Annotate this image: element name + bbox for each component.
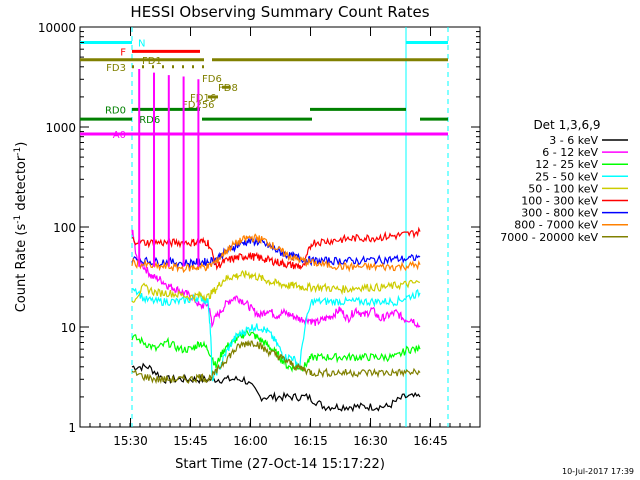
x-tick-label: 15:45 — [173, 434, 208, 448]
y-tick-label: 10000 — [38, 21, 76, 35]
y-axis-label-sup1: -1 — [13, 215, 23, 224]
x-tick-label: 16:00 — [233, 434, 268, 448]
legend-label-1: 6 - 12 keV — [542, 146, 598, 159]
y-tick-label: 100 — [53, 221, 76, 235]
legend-title: Det 1,3,6,9 — [533, 118, 600, 132]
legend-label-7: 800 - 7000 keV — [514, 219, 598, 232]
x-tick-label: 15:30 — [113, 434, 148, 448]
legend-label-4: 50 - 100 keV — [528, 182, 598, 195]
state-label-f: F — [120, 47, 126, 58]
series-line-4 — [131, 269, 421, 304]
legend-label-5: 100 - 300 keV — [521, 195, 598, 208]
legend-label-2: 12 - 25 keV — [535, 158, 598, 171]
series-line-3 — [131, 287, 421, 382]
y-axis-label-end: ) — [14, 142, 29, 147]
state-label-fd8: FD8 — [218, 83, 238, 94]
state-label-fd3: FD3 — [106, 63, 126, 74]
footer-date: 10-Jul-2017 17:39 — [562, 467, 634, 476]
y-axis: 1 10 100 1000 10000 — [38, 21, 480, 435]
chart-title: HESSI Observing Summary Count Rates — [130, 3, 429, 21]
x-axis: 15:30 15:45 16:00 16:15 16:30 16:45 — [79, 27, 481, 448]
series-line-6 — [131, 236, 421, 269]
state-label-a0: A0 — [113, 130, 126, 141]
state-bars: NFFD1FD3FD6FD8FD16FD256RD0RD6A0 — [80, 38, 448, 141]
series-line-1 — [131, 229, 421, 329]
y-tick-label: 10 — [61, 321, 76, 335]
y-tick-label: 1000 — [45, 121, 76, 135]
series-line-7 — [131, 233, 421, 274]
legend-label-6: 300 - 800 keV — [521, 207, 598, 220]
state-label-fd6: FD6 — [202, 74, 222, 85]
state-label-fd16: FD16 — [190, 93, 216, 104]
y-axis-label-sup2: -1 — [13, 147, 23, 156]
y-axis-label-mid: detector — [14, 155, 29, 215]
y-tick-label: 1 — [68, 421, 76, 435]
x-tick-label: 16:45 — [413, 434, 448, 448]
series-line-2 — [131, 327, 421, 373]
series-line-8 — [131, 339, 421, 385]
y-axis-label-main: Count Rate (s — [14, 224, 29, 313]
x-tick-label: 16:15 — [293, 434, 328, 448]
legend-label-3: 25 - 50 keV — [535, 170, 598, 183]
x-tick-label: 16:30 — [353, 434, 388, 448]
state-label-rd6: RD6 — [139, 115, 160, 126]
series-line-0 — [131, 362, 421, 413]
series-layer — [131, 226, 421, 413]
series-line-5 — [131, 226, 421, 271]
spike-layer — [138, 69, 200, 267]
legend-label-8: 7000 - 20000 keV — [500, 231, 598, 244]
state-label-rd0: RD0 — [105, 105, 126, 116]
state-label-n: N — [138, 38, 145, 49]
legend-label-0: 3 - 6 keV — [549, 134, 598, 147]
x-axis-label: Start Time (27-Oct-14 15:17:22) — [175, 457, 385, 472]
instrument-state-markers — [131, 27, 449, 427]
state-label-fd1: FD1 — [142, 56, 162, 67]
y-axis-label: Count Rate (s-1 detector-1) — [13, 142, 29, 313]
